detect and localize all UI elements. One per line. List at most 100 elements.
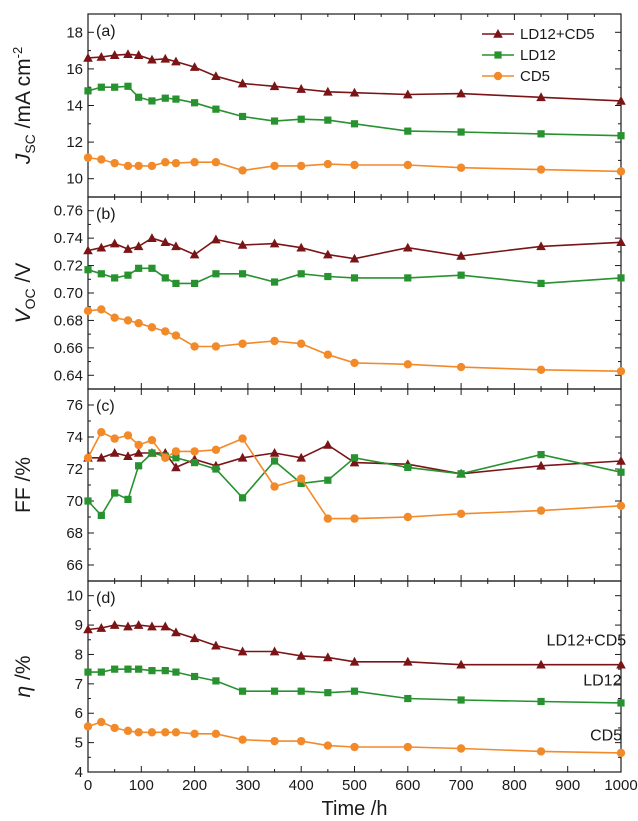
data-point xyxy=(191,99,199,107)
data-point xyxy=(323,249,333,259)
data-point xyxy=(537,279,545,287)
data-point xyxy=(456,163,466,172)
series-line xyxy=(88,668,622,704)
x-axis-label: Time /h xyxy=(322,798,388,820)
data-point xyxy=(270,457,279,465)
data-point xyxy=(211,71,221,81)
data-point xyxy=(191,672,199,681)
data-point xyxy=(133,241,144,251)
panel-letter: (d) xyxy=(96,590,116,607)
data-point xyxy=(350,120,359,128)
data-point xyxy=(536,165,546,174)
legend-label: LD12+CD5 xyxy=(520,26,595,43)
y-tick-label: 70 xyxy=(66,493,83,510)
data-point xyxy=(109,50,120,59)
data-point xyxy=(237,240,248,249)
data-point xyxy=(109,448,120,457)
data-point xyxy=(161,327,170,336)
data-point xyxy=(160,237,171,247)
data-point xyxy=(83,453,93,462)
data-point xyxy=(111,83,119,91)
data-point xyxy=(536,659,546,669)
panel-d: 4 5 6 7 8 9 10 (d) η /% LD12+CD5 LD12 CD5 0 100 200 300… xyxy=(12,580,638,820)
data-point xyxy=(404,274,412,282)
data-point xyxy=(83,245,93,255)
y-tick-label: 9 xyxy=(75,617,83,634)
data-point xyxy=(238,112,247,121)
data-point xyxy=(270,161,279,171)
data-point xyxy=(296,650,306,660)
series-label: LD12 xyxy=(583,672,621,689)
data-point xyxy=(171,447,181,456)
data-point xyxy=(237,452,248,462)
data-point xyxy=(83,624,93,634)
data-point xyxy=(84,266,92,274)
y-tick-label: 14 xyxy=(66,98,83,115)
legend-marker xyxy=(494,51,502,59)
data-point xyxy=(269,646,280,656)
data-point xyxy=(349,253,360,263)
data-point xyxy=(269,81,280,91)
data-point xyxy=(536,460,546,470)
data-point xyxy=(456,250,466,260)
y-tick-label: 16 xyxy=(66,61,83,78)
data-point xyxy=(616,167,626,176)
x-tick-label: 0 xyxy=(84,777,92,794)
series-ld12 xyxy=(84,665,625,707)
y-tick-label: 6 xyxy=(75,705,83,722)
data-point xyxy=(536,92,546,102)
data-point xyxy=(350,454,359,462)
data-point xyxy=(96,242,107,252)
series-ld12-cd5 xyxy=(83,49,626,105)
legend-entry: CD5 xyxy=(482,68,550,85)
data-point xyxy=(456,744,466,753)
data-point xyxy=(135,264,143,272)
data-point xyxy=(238,687,247,695)
series-line xyxy=(87,431,622,520)
data-point xyxy=(349,87,360,97)
panel-b: 0.64 0.66 0.68 0.70 0.72 0.74 0.76 (b) VOC /V xyxy=(12,196,626,390)
data-point xyxy=(403,89,413,99)
y-tick-label: 10 xyxy=(66,588,83,605)
data-point xyxy=(172,95,180,103)
data-point xyxy=(160,621,171,631)
data-point xyxy=(96,623,107,632)
data-point xyxy=(96,52,107,61)
y-tick-label: 0.70 xyxy=(54,285,83,302)
y-tick-label: 0.76 xyxy=(54,203,83,220)
data-point xyxy=(323,86,333,96)
data-point xyxy=(171,462,181,472)
data-point xyxy=(110,723,119,733)
data-point xyxy=(296,452,306,462)
data-point xyxy=(323,741,333,750)
data-point xyxy=(190,342,199,351)
data-point xyxy=(403,656,413,666)
x-tick-label: 900 xyxy=(555,777,580,794)
data-point xyxy=(349,656,360,666)
data-point xyxy=(124,495,132,503)
series-ld12 xyxy=(84,449,625,519)
data-point xyxy=(171,627,181,637)
data-point xyxy=(190,729,199,738)
data-point xyxy=(324,116,332,124)
series-label: LD12+CD5 xyxy=(547,633,627,650)
data-point xyxy=(124,665,132,673)
data-point xyxy=(616,95,626,105)
data-point xyxy=(123,316,133,325)
x-tick-label: 400 xyxy=(289,777,314,794)
y-tick-label: 8 xyxy=(75,646,83,663)
data-point xyxy=(270,336,279,346)
x-tick-label: 700 xyxy=(449,777,474,794)
data-point xyxy=(83,52,93,62)
panel-letter: (c) xyxy=(96,398,115,415)
data-point xyxy=(238,735,247,744)
series-cd5 xyxy=(83,153,626,176)
data-point xyxy=(172,454,180,462)
data-point xyxy=(123,244,133,253)
data-point xyxy=(211,158,221,167)
data-point xyxy=(537,130,545,138)
data-point xyxy=(135,665,143,673)
data-point xyxy=(403,242,413,252)
data-point xyxy=(148,264,156,272)
data-point xyxy=(110,434,119,443)
